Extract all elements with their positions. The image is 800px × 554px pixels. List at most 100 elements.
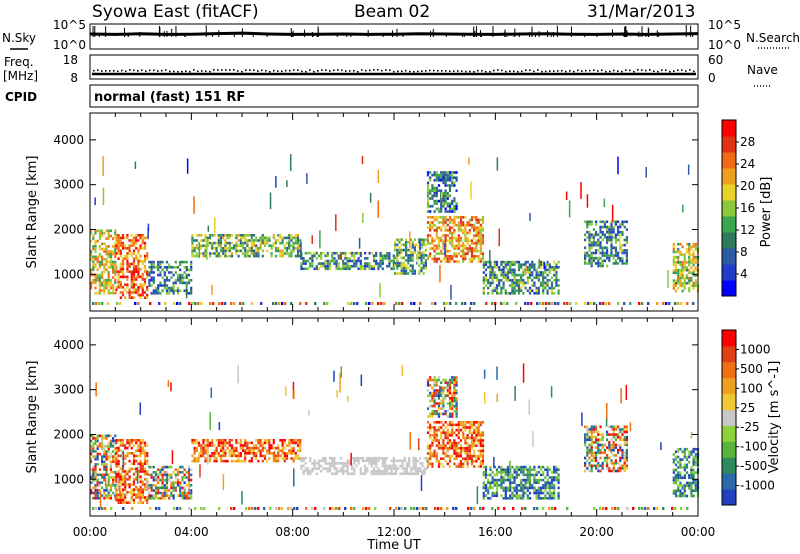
freq-point xyxy=(541,70,543,73)
velocity-echo-cell xyxy=(135,449,138,452)
velocity-echo-cell xyxy=(426,381,430,384)
power-echo-cell xyxy=(117,286,120,289)
velocity-echo-cell xyxy=(513,494,516,497)
power-echo-cell xyxy=(270,252,273,255)
power-echo-cell xyxy=(92,245,95,248)
velocity-echo-cell xyxy=(313,467,316,470)
power-echo-cell xyxy=(292,247,295,250)
velocity-echo-cell xyxy=(109,486,112,490)
velocity-echo-cell xyxy=(473,431,476,434)
velocity-echo-cell xyxy=(183,491,186,495)
power-echo-cell xyxy=(396,243,399,247)
velocity-echo-cell xyxy=(272,452,275,455)
power-echo-cell xyxy=(504,276,507,279)
velocity-echo-cell xyxy=(103,452,106,456)
velocity-echo-cell xyxy=(442,457,445,460)
power-echo-cell xyxy=(592,256,595,260)
power-echo-cell xyxy=(601,262,604,265)
power-echo-cell xyxy=(109,291,112,295)
velocity-echo-cell xyxy=(268,439,271,442)
velocity-echo-cell xyxy=(294,454,297,458)
velocity-echo-cell xyxy=(528,468,532,471)
power-echo-cell xyxy=(132,236,136,240)
power-echo-cell xyxy=(217,252,220,255)
power-echo-cell xyxy=(288,247,291,250)
power-echo-cell xyxy=(348,259,351,263)
power-echo-cell xyxy=(114,268,117,272)
power-echo-cell xyxy=(621,233,624,237)
velocity-echo-cell xyxy=(375,456,378,460)
velocity-echo-cell xyxy=(481,462,485,466)
power-echo-cell xyxy=(246,234,249,237)
power-echo-cell xyxy=(174,289,177,292)
velocity-echo-cell xyxy=(309,472,312,476)
power-echo-cell xyxy=(446,171,449,174)
velocity-echo-cell xyxy=(590,430,593,434)
velocity-echo-cell xyxy=(533,468,536,471)
freq-point xyxy=(397,70,399,73)
velocity-echo-cell xyxy=(468,457,471,460)
velocity-echo-cell xyxy=(394,467,398,470)
velocity-echo-cell xyxy=(126,501,129,504)
velocity-echo-cell xyxy=(610,425,613,429)
power-near-range-cell xyxy=(278,302,281,305)
velocity-echo-cell xyxy=(386,467,389,470)
power-echo-cell xyxy=(335,262,338,265)
freq-point xyxy=(513,70,515,73)
velocity-echo-cell xyxy=(520,489,523,492)
noise-panel-frame xyxy=(89,23,699,50)
velocity-echo-cell xyxy=(121,483,125,486)
freq-point xyxy=(205,70,207,73)
velocity-echo-cell xyxy=(137,449,140,452)
velocity-echo-cell xyxy=(542,484,545,487)
velocity-echo-cell xyxy=(141,501,144,504)
power-echo-cell xyxy=(159,266,162,269)
velocity-echo-cell xyxy=(537,465,540,469)
power-echo-cell xyxy=(411,269,414,273)
velocity-echo-cell xyxy=(141,493,144,497)
power-echo-cell xyxy=(424,248,427,252)
velocity-echo-cell xyxy=(468,423,471,427)
velocity-echo-cell xyxy=(408,472,411,476)
velocity-echo-cell xyxy=(586,448,589,452)
power-echo-cell xyxy=(606,246,609,250)
power-echo-cell xyxy=(411,251,414,254)
power-echo-cell xyxy=(132,270,136,273)
velocity-echo-cell xyxy=(481,447,485,450)
power-echo-cell xyxy=(683,279,686,282)
velocity-echo-cell xyxy=(290,449,293,452)
velocity-echo-cell xyxy=(141,441,144,445)
power-echo-cell xyxy=(335,259,338,263)
power-echo-cell xyxy=(509,284,512,287)
velocity-echo-cell xyxy=(161,481,164,484)
velocity-echo-cell xyxy=(595,425,598,429)
power-echo-cell xyxy=(462,231,465,235)
power-echo-cell xyxy=(281,254,284,258)
velocity-echo-cell xyxy=(117,485,120,489)
velocity-echo-cell xyxy=(187,465,191,469)
power-echo-cell xyxy=(132,265,136,268)
velocity-echo-cell xyxy=(683,453,686,456)
velocity-echo-cell xyxy=(433,376,436,379)
velocity-echo-cell xyxy=(283,459,286,463)
power-echo-streak xyxy=(362,212,364,224)
velocity-echo-cell xyxy=(268,446,271,450)
power-echo-cell xyxy=(504,271,507,274)
power-echo-cell xyxy=(285,236,289,240)
power-echo-cell xyxy=(431,239,434,242)
power-echo-cell xyxy=(453,218,456,222)
power-echo-cell xyxy=(159,281,162,285)
power-echo-cell xyxy=(279,234,282,237)
velocity-echo-cell xyxy=(126,483,129,486)
velocity-echo-cell xyxy=(137,444,140,447)
velocity-echo-cell xyxy=(101,476,104,479)
velocity-echo-cell xyxy=(266,449,269,452)
freq-point xyxy=(405,69,407,72)
power-echo-cell xyxy=(137,267,140,271)
power-echo-cell xyxy=(400,256,403,260)
power-near-range-cell xyxy=(563,302,566,305)
velocity-echo-cell xyxy=(366,459,369,463)
power-echo-cell xyxy=(533,263,536,266)
velocity-echo-cell xyxy=(482,491,485,495)
velocity-echo-cell xyxy=(159,486,162,490)
